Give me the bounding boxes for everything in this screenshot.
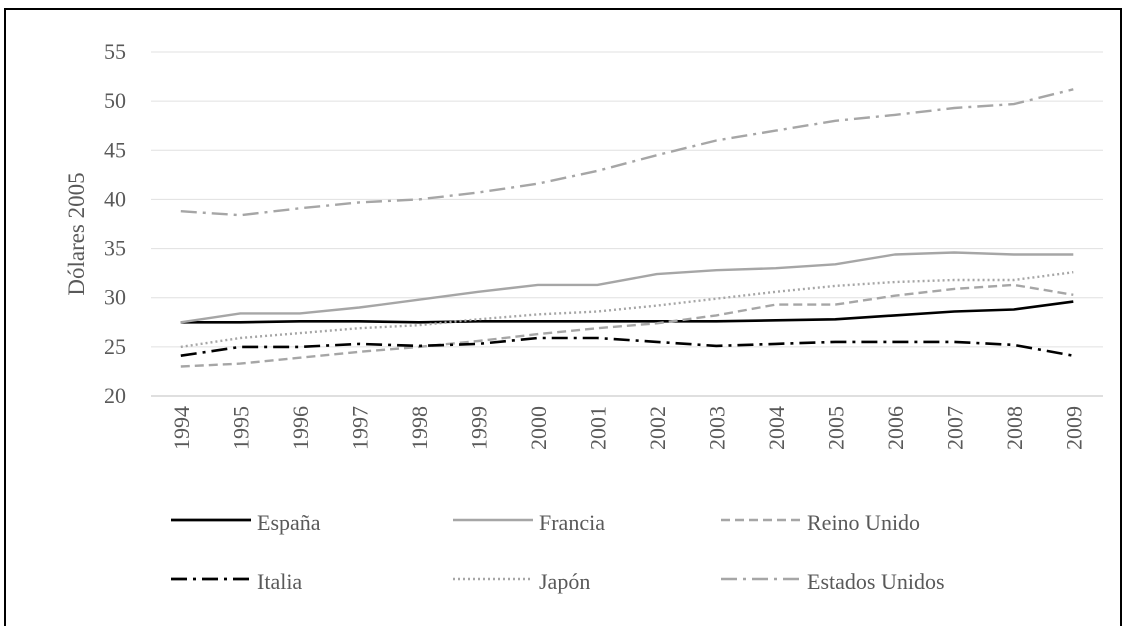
legend: España Francia Reino Unido Italia Japón Estad… <box>171 510 945 594</box>
x-tick-label: 1999 <box>466 406 491 450</box>
y-tick-label: 45 <box>104 137 126 162</box>
x-tick-label: 2009 <box>1061 406 1086 450</box>
x-tick-label: 2005 <box>823 406 848 450</box>
series-line <box>180 283 1074 368</box>
y-tick-label: 55 <box>104 39 126 64</box>
legend-label: Francia <box>539 510 605 535</box>
x-tick-label: 1994 <box>169 406 194 450</box>
series-line <box>180 88 1074 217</box>
y-tick-label: 25 <box>104 334 126 359</box>
x-tick-label: 1998 <box>407 406 432 450</box>
x-tick-label: 2003 <box>704 406 729 450</box>
series-line <box>180 300 1074 324</box>
y-tick-label: 50 <box>104 88 126 113</box>
gridlines <box>151 51 1103 397</box>
x-tick-label: 1996 <box>288 406 313 450</box>
x-axis-ticks: 1994 1995 1996 1997 1998 1999 2000 2001 2002 2003… <box>169 406 1087 450</box>
x-tick-label: 2008 <box>1002 406 1027 450</box>
series-lines <box>180 88 1074 368</box>
y-tick-label: 30 <box>104 285 126 310</box>
legend-label: Japón <box>539 569 590 594</box>
x-tick-label: 2006 <box>883 406 908 450</box>
x-tick-label: 2002 <box>645 406 670 450</box>
series-line <box>180 271 1074 349</box>
series-line <box>180 251 1074 324</box>
x-tick-label: 2000 <box>526 406 551 450</box>
y-axis-label: Dólares 2005 <box>64 172 89 295</box>
legend-label: Estados Unidos <box>807 569 945 594</box>
y-tick-label: 40 <box>104 186 126 211</box>
x-tick-label: 1995 <box>228 406 253 450</box>
series-line <box>180 336 1074 357</box>
chart-frame: 20 25 30 35 40 45 50 55 1994 1995 1996 1997 1998 199… <box>4 8 1122 626</box>
y-tick-label: 35 <box>104 236 126 261</box>
y-axis-ticks: 20 25 30 35 40 45 50 55 <box>104 39 126 408</box>
legend-label: España <box>257 510 321 535</box>
y-tick-label: 20 <box>104 383 126 408</box>
x-tick-label: 2007 <box>942 406 967 450</box>
legend-label: Reino Unido <box>807 510 920 535</box>
x-tick-label: 2001 <box>585 406 610 450</box>
legend-label: Italia <box>257 569 302 594</box>
x-tick-label: 1997 <box>347 406 372 450</box>
x-tick-label: 2004 <box>764 406 789 450</box>
